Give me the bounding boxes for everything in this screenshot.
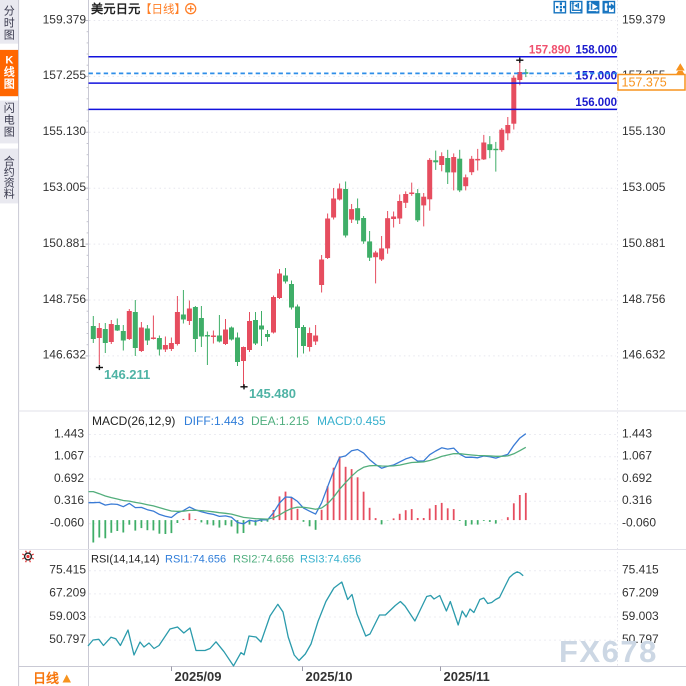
svg-text:75.415: 75.415	[622, 563, 659, 577]
svg-text:线: 线	[4, 65, 15, 79]
svg-text:1.067: 1.067	[622, 449, 652, 463]
svg-text:资: 资	[4, 177, 15, 190]
svg-text:1.443: 1.443	[54, 426, 84, 440]
svg-text:153.005: 153.005	[43, 180, 87, 194]
svg-text:157.890: 157.890	[529, 45, 571, 57]
svg-text:图: 图	[4, 78, 15, 91]
svg-text:约: 约	[4, 166, 15, 179]
svg-text:155.130: 155.130	[622, 124, 666, 138]
svg-text:时: 时	[4, 16, 15, 29]
svg-text:157.375: 157.375	[622, 75, 667, 89]
svg-text:1.443: 1.443	[622, 426, 652, 440]
svg-text:0.316: 0.316	[54, 493, 84, 507]
svg-text:DEA:1.215: DEA:1.215	[251, 414, 309, 428]
svg-text:50.797: 50.797	[49, 632, 86, 646]
svg-text:FX678: FX678	[559, 634, 658, 669]
svg-text:157.000: 157.000	[575, 71, 617, 83]
svg-text:RSI2:74.656: RSI2:74.656	[233, 554, 294, 566]
svg-text:75.415: 75.415	[49, 563, 86, 577]
svg-text:闪: 闪	[4, 101, 15, 115]
svg-text:150.881: 150.881	[622, 236, 666, 250]
svg-text:分: 分	[4, 4, 15, 17]
svg-text:159.379: 159.379	[43, 12, 87, 26]
svg-text:电: 电	[4, 114, 15, 127]
svg-text:RSI3:74.656: RSI3:74.656	[300, 554, 361, 566]
svg-text:料: 料	[4, 187, 15, 201]
svg-text:145.480: 145.480	[249, 386, 296, 401]
svg-text:2025/11: 2025/11	[444, 669, 490, 684]
svg-text:1.067: 1.067	[54, 449, 84, 463]
svg-text:0.316: 0.316	[622, 493, 652, 507]
svg-text:148.756: 148.756	[622, 292, 666, 306]
svg-text:146.211: 146.211	[104, 367, 150, 382]
svg-text:150.881: 150.881	[43, 236, 87, 250]
svg-text:RSI1:74.656: RSI1:74.656	[165, 554, 226, 566]
svg-text:MACD(26,12,9): MACD(26,12,9)	[92, 414, 175, 428]
svg-text:2025/10: 2025/10	[306, 669, 353, 684]
svg-text:156.000: 156.000	[575, 97, 617, 109]
svg-text:K: K	[5, 55, 13, 67]
svg-text:59.003: 59.003	[49, 609, 86, 623]
svg-text:0.692: 0.692	[54, 471, 84, 485]
svg-text:MACD:0.455: MACD:0.455	[317, 414, 386, 428]
svg-text:0.692: 0.692	[622, 471, 652, 485]
svg-text:美元日元: 美元日元	[91, 1, 141, 16]
svg-text:日线: 日线	[33, 671, 59, 686]
svg-text:【日线】: 【日线】	[140, 2, 186, 16]
svg-text:DIFF:1.443: DIFF:1.443	[184, 414, 244, 428]
svg-text:146.632: 146.632	[43, 348, 87, 362]
svg-text:合: 合	[4, 154, 15, 168]
svg-text:59.003: 59.003	[622, 609, 659, 623]
svg-text:RSI(14,14,14): RSI(14,14,14)	[91, 554, 159, 566]
svg-text:148.756: 148.756	[43, 292, 87, 306]
svg-text:-0.060: -0.060	[622, 516, 656, 530]
svg-text:159.379: 159.379	[622, 12, 666, 26]
svg-text:图: 图	[4, 126, 15, 139]
svg-text:图: 图	[4, 29, 15, 42]
svg-text:-0.060: -0.060	[50, 516, 84, 530]
svg-text:67.209: 67.209	[622, 586, 659, 600]
svg-text:50.797: 50.797	[622, 632, 659, 646]
svg-text:2025/09: 2025/09	[175, 669, 222, 684]
svg-text:153.005: 153.005	[622, 180, 666, 194]
svg-text:155.130: 155.130	[43, 124, 87, 138]
svg-text:158.000: 158.000	[575, 44, 617, 56]
svg-text:67.209: 67.209	[49, 586, 86, 600]
svg-text:146.632: 146.632	[622, 348, 666, 362]
svg-text:157.255: 157.255	[43, 68, 87, 82]
